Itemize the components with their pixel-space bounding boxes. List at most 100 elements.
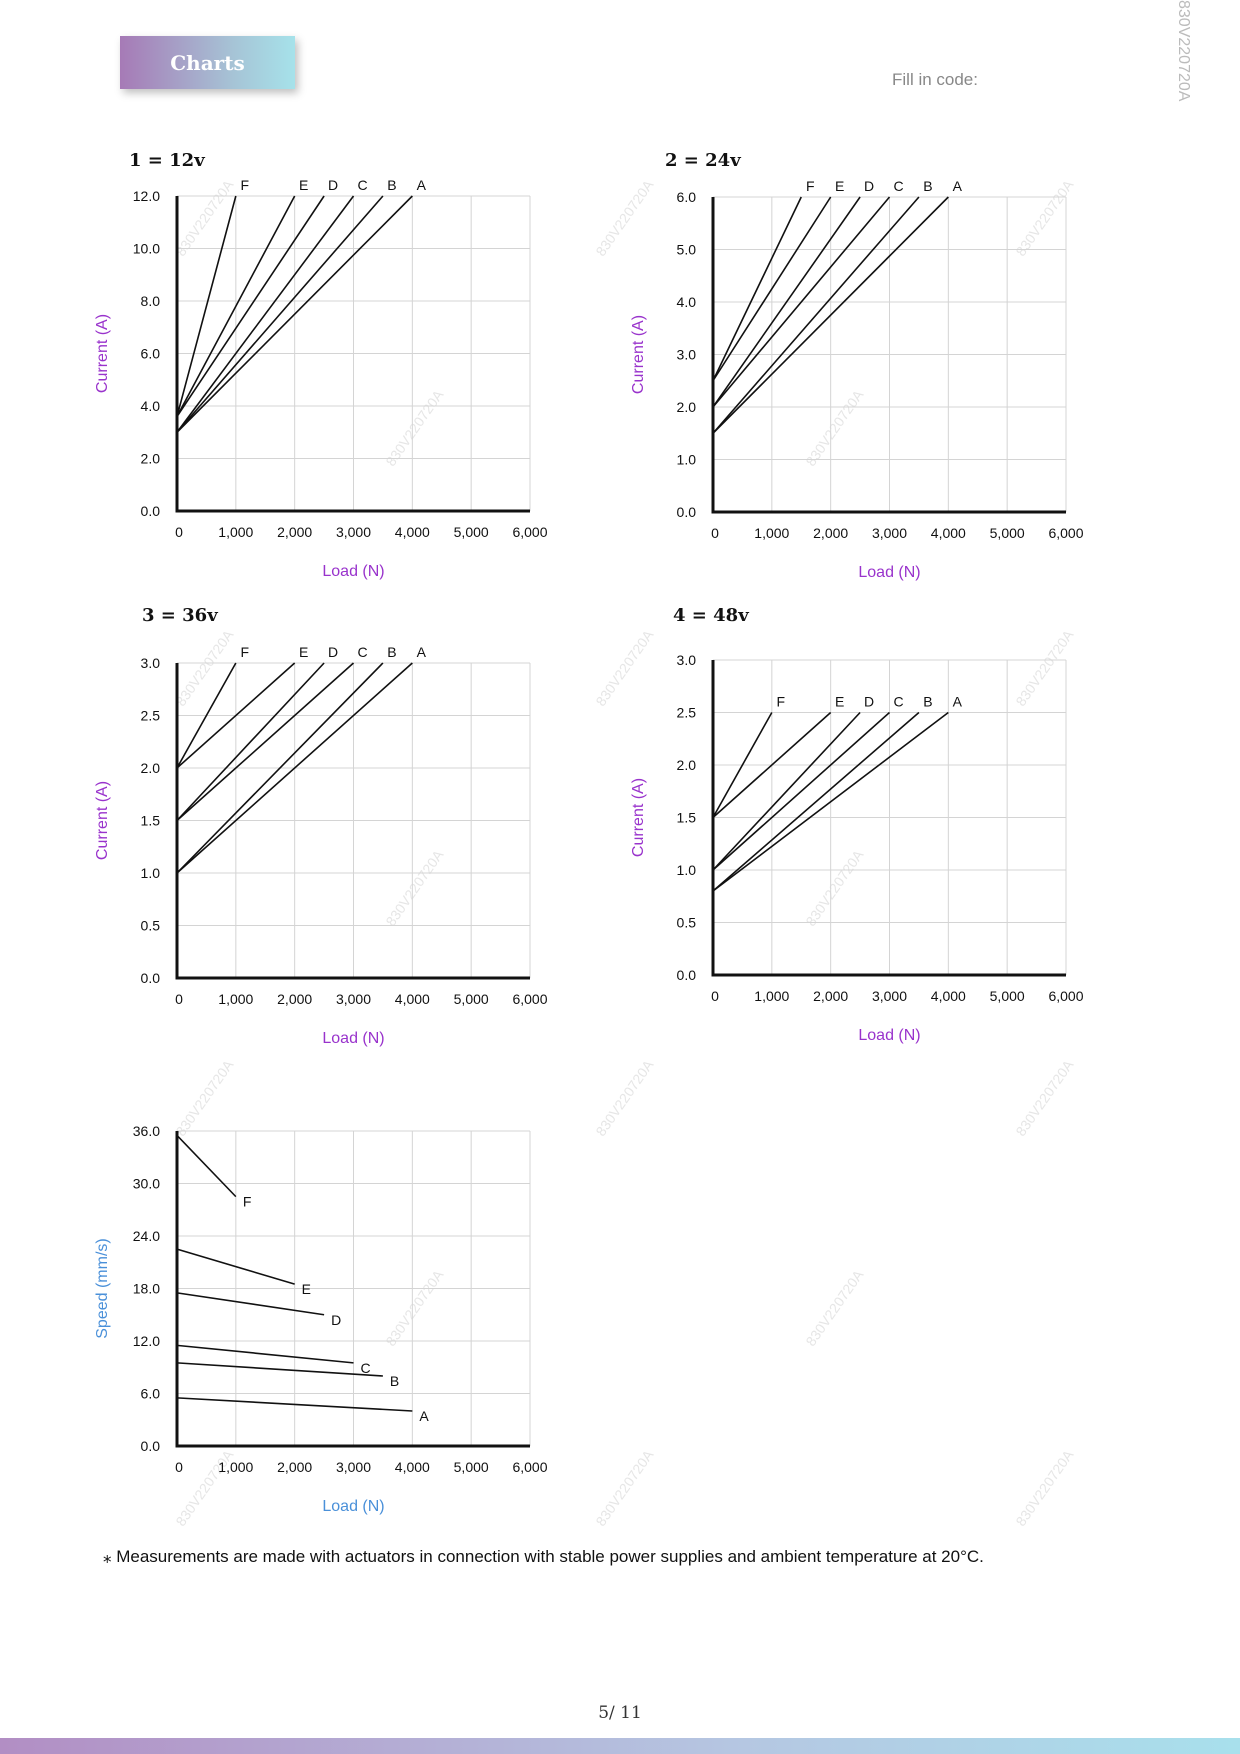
- x-tick-label: 6,000: [1048, 988, 1083, 1004]
- y-tick-label: 2.5: [141, 708, 161, 724]
- series-line-a: [176, 1397, 413, 1412]
- x-tick-label: 2,000: [277, 991, 312, 1007]
- x-tick-label: 6,000: [1048, 525, 1083, 541]
- series-line-a: [712, 196, 949, 434]
- y-tick-label: 36.0: [133, 1123, 160, 1139]
- series-label-b: B: [923, 694, 932, 710]
- x-tick-label: 6,000: [512, 1459, 547, 1475]
- x-tick-label: 0: [175, 1459, 183, 1475]
- fill-in-code-label: Fill in code:: [892, 70, 978, 89]
- series-line-f: [712, 196, 802, 382]
- y-tick-label: 3.0: [141, 655, 161, 671]
- series-label-b: B: [390, 1373, 399, 1389]
- series-line-b: [176, 1362, 383, 1377]
- bottom-decor-bar: [0, 1738, 1240, 1754]
- y-tick-label: 3.0: [677, 347, 697, 363]
- series-line-e: [712, 711, 832, 819]
- y-tick-label: 0.5: [677, 915, 697, 931]
- series-label-c: C: [357, 644, 367, 660]
- section-badge: Charts: [120, 36, 295, 89]
- series-line-a: [176, 195, 413, 433]
- y-tick-label: 30.0: [133, 1176, 160, 1192]
- x-tick-label: 4,000: [931, 525, 966, 541]
- series-line-b: [176, 195, 384, 433]
- y-tick-label: 0.5: [141, 918, 161, 934]
- x-tick-label: 0: [175, 991, 183, 1007]
- series-line-f: [176, 662, 237, 769]
- series-label-b: B: [387, 177, 396, 193]
- chart-2-title: 2 = 24v: [665, 150, 741, 171]
- series-label-a: A: [419, 1408, 429, 1424]
- x-tick-label: 1,000: [218, 991, 253, 1007]
- series-line-e: [712, 196, 832, 382]
- series-label-d: D: [331, 1312, 341, 1328]
- y-tick-label: 4.0: [141, 398, 161, 414]
- footnote: ⁎ Measurements are made with actuators i…: [103, 1547, 984, 1566]
- series-line-f: [712, 712, 773, 818]
- series-line-f: [176, 195, 237, 417]
- y-tick-label: 2.0: [677, 757, 697, 773]
- y-axis-label: Speed (mm/s): [94, 1238, 111, 1338]
- series-line-f: [176, 1134, 237, 1198]
- x-tick-label: 1,000: [218, 1459, 253, 1475]
- series-label-d: D: [328, 644, 338, 660]
- series-line-a: [176, 662, 413, 874]
- y-tick-label: 5.0: [677, 242, 697, 258]
- x-tick-label: 4,000: [931, 988, 966, 1004]
- x-tick-label: 2,000: [277, 524, 312, 540]
- series-line-e: [176, 662, 296, 769]
- y-tick-label: 0.0: [141, 503, 161, 519]
- y-tick-label: 1.5: [141, 813, 161, 829]
- x-tick-label: 6,000: [512, 524, 547, 540]
- series-line-c: [176, 195, 355, 433]
- y-tick-label: 2.0: [141, 760, 161, 776]
- series-label-d: D: [864, 178, 874, 194]
- series-label-e: E: [302, 1281, 311, 1297]
- y-tick-label: 0.0: [677, 967, 697, 983]
- y-tick-label: 4.0: [677, 294, 697, 310]
- series-line-e: [176, 1248, 295, 1285]
- x-axis-label: Load (N): [858, 564, 920, 581]
- x-tick-label: 4,000: [395, 1459, 430, 1475]
- series-label-f: F: [806, 178, 815, 194]
- series-line-d: [712, 711, 861, 871]
- x-tick-label: 2,000: [813, 525, 848, 541]
- y-axis-label: Current (A): [630, 315, 647, 394]
- y-axis-label: Current (A): [630, 778, 647, 857]
- y-tick-label: 2.0: [677, 399, 697, 415]
- series-line-d: [176, 662, 325, 822]
- y-tick-label: 2.0: [141, 451, 161, 467]
- x-tick-label: 5,000: [454, 991, 489, 1007]
- x-tick-label: 5,000: [454, 1459, 489, 1475]
- series-line-c: [712, 711, 891, 871]
- page-number: 5∕ 11: [598, 1703, 642, 1723]
- series-label-a: A: [953, 178, 963, 194]
- series-label-a: A: [953, 694, 963, 710]
- x-tick-label: 2,000: [277, 1459, 312, 1475]
- series-label-c: C: [893, 178, 903, 194]
- y-tick-label: 10.0: [133, 241, 160, 257]
- chart-3-title: 3 = 36v: [142, 605, 218, 626]
- series-label-c: C: [893, 694, 903, 710]
- series-line-a: [712, 711, 949, 892]
- y-tick-label: 12.0: [133, 188, 160, 204]
- series-label-f: F: [241, 177, 250, 193]
- x-tick-label: 3,000: [872, 988, 907, 1004]
- series-label-c: C: [361, 1360, 371, 1376]
- series-label-e: E: [299, 177, 308, 193]
- y-tick-label: 6.0: [677, 189, 697, 205]
- x-axis-label: Load (N): [322, 1030, 384, 1047]
- x-tick-label: 4,000: [395, 991, 430, 1007]
- y-tick-label: 6.0: [141, 346, 161, 362]
- series-label-b: B: [387, 644, 396, 660]
- series-label-e: E: [835, 694, 844, 710]
- series-label-d: D: [328, 177, 338, 193]
- y-tick-label: 24.0: [133, 1228, 160, 1244]
- series-label-e: E: [835, 178, 844, 194]
- section-badge-label: Charts: [170, 50, 245, 75]
- series-line-e: [176, 195, 296, 417]
